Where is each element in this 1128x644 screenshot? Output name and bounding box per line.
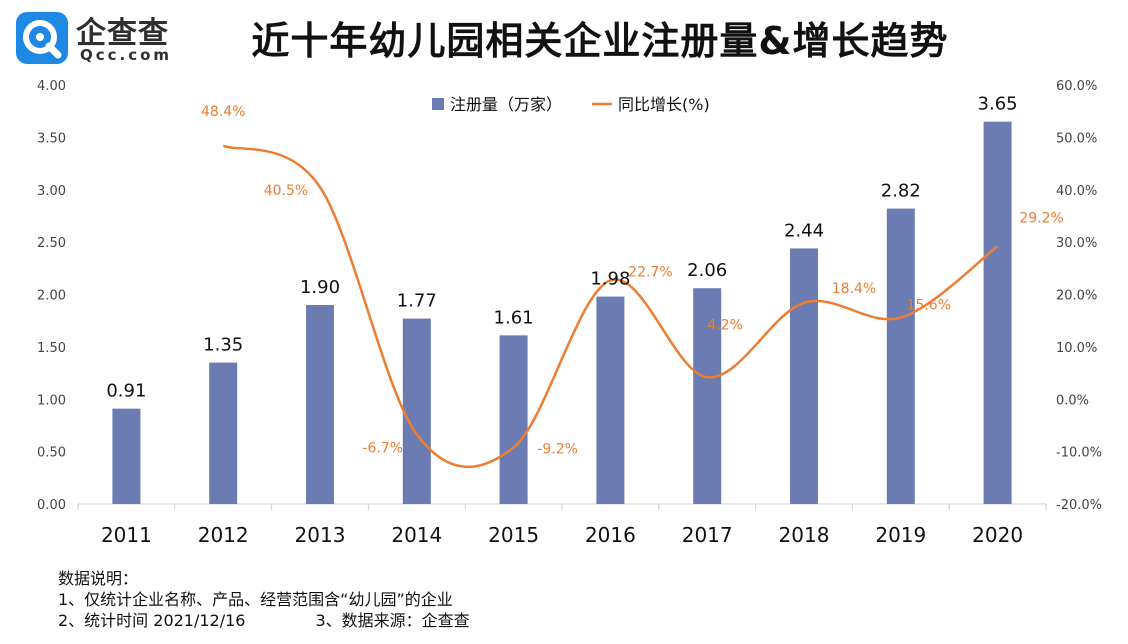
x-category-label: 2017 — [682, 523, 733, 547]
y-left-tick-label: 4.00 — [37, 79, 66, 94]
brand-logo-block: 企查查 Qcc.com — [14, 6, 184, 68]
y-left-tick-label: 2.50 — [37, 236, 66, 251]
bar — [790, 248, 818, 504]
x-category-label: 2020 — [972, 523, 1023, 547]
line-value-label: 40.5% — [264, 183, 308, 199]
notes-line-1: 1、仅统计企业名称、产品、经营范围含“幼儿园”的企业 — [58, 590, 453, 609]
bar-value-label: 1.90 — [300, 277, 340, 298]
chart-axes: 0.00 0.50 1.00 1.50 2.00 2.50 3.00 3.50 4.00 -20.… — [37, 79, 1102, 547]
chart-legend: 注册量（万家） 同比增长(%) — [432, 95, 710, 114]
bar-value-label: 1.77 — [397, 291, 437, 312]
bar — [306, 304, 334, 504]
bar — [209, 362, 238, 504]
x-category-label: 2016 — [585, 523, 636, 547]
bar — [499, 335, 528, 504]
x-category-label: 2012 — [198, 523, 249, 547]
x-category-label: 2019 — [875, 523, 926, 547]
x-category-label: 2014 — [391, 523, 442, 547]
bar-value-label: 1.35 — [203, 335, 243, 356]
bar-value-label: 2.44 — [784, 220, 824, 241]
bar — [983, 121, 1012, 504]
y-left-tick-label: 1.00 — [37, 393, 66, 408]
bar-value-label: 1.61 — [494, 307, 534, 328]
x-category-label: 2018 — [779, 523, 830, 547]
notes-line-3: 3、数据来源：企查查 — [315, 611, 470, 630]
chart-title: 近十年幼儿园相关企业注册量&增长趋势 — [251, 19, 949, 63]
legend-line-label: 同比增长(%) — [618, 95, 710, 114]
line-value-label: 4.2% — [707, 317, 743, 333]
y-left-tick-label: 0.00 — [37, 498, 66, 513]
y-left-tick-label: 3.50 — [37, 131, 66, 146]
notes-line-2: 2、统计时间 2021/12/16 — [58, 611, 246, 630]
bar — [886, 208, 915, 505]
brand-name: 企查查 — [76, 16, 169, 51]
y-left-tick-label: 2.00 — [37, 289, 66, 304]
y-right-tick-label: 20.0% — [1056, 289, 1097, 304]
y-right-tick-label: -20.0% — [1056, 498, 1102, 513]
chart-data-labels: 0.91 1.35 1.90 1.77 1.61 1.98 2.06 2.44 2.82 3.65… — [106, 94, 1063, 458]
x-category-label: 2015 — [488, 523, 539, 547]
chart-line — [222, 144, 999, 469]
x-category-label: 2013 — [295, 523, 346, 547]
legend-bar-swatch — [432, 98, 444, 110]
y-right-tick-label: 0.0% — [1056, 393, 1089, 408]
line-value-label: 22.7% — [628, 264, 672, 280]
legend-bar-label: 注册量（万家） — [450, 95, 562, 114]
bar — [112, 408, 141, 504]
growth-line — [222, 144, 999, 469]
bar-value-label: 0.91 — [106, 381, 146, 402]
bar-value-label: 2.82 — [881, 181, 921, 202]
line-value-label: 48.4% — [201, 104, 245, 120]
line-value-label: 18.4% — [832, 281, 876, 297]
y-left-tick-label: 1.50 — [37, 341, 66, 356]
bar-value-label: 1.98 — [590, 269, 630, 290]
bar-value-label: 3.65 — [978, 94, 1018, 115]
data-notes: 数据说明： 1、仅统计企业名称、产品、经营范围含“幼儿园”的企业 2、统计时间 … — [58, 568, 470, 631]
bar — [402, 318, 431, 504]
bar-value-label: 2.06 — [687, 260, 727, 281]
y-right-tick-label: 10.0% — [1056, 341, 1097, 356]
brand-domain: Qcc.com — [80, 46, 173, 64]
bar — [596, 296, 625, 504]
notes-heading: 数据说明： — [58, 569, 139, 588]
qcc-logo-icon — [16, 12, 68, 64]
y-right-tick-label: 40.0% — [1056, 184, 1097, 199]
x-category-label: 2011 — [101, 523, 152, 547]
bar — [693, 288, 722, 504]
line-value-label: -9.2% — [537, 441, 578, 457]
y-right-tick-label: 50.0% — [1056, 131, 1097, 146]
y-left-tick-label: 0.50 — [37, 446, 66, 461]
chart-bars — [112, 121, 1012, 505]
y-right-tick-label: 60.0% — [1056, 79, 1097, 94]
line-value-label: 29.2% — [1019, 210, 1063, 226]
notes-line-2-wrap: 2、统计时间 2021/12/16 3、数据来源：企查查 — [58, 610, 470, 631]
y-left-tick-label: 3.00 — [37, 184, 66, 199]
y-right-tick-label: -10.0% — [1056, 446, 1102, 461]
line-value-label: 15.6% — [907, 298, 951, 314]
y-right-tick-label: 30.0% — [1056, 236, 1097, 251]
line-value-label: -6.7% — [362, 440, 403, 456]
